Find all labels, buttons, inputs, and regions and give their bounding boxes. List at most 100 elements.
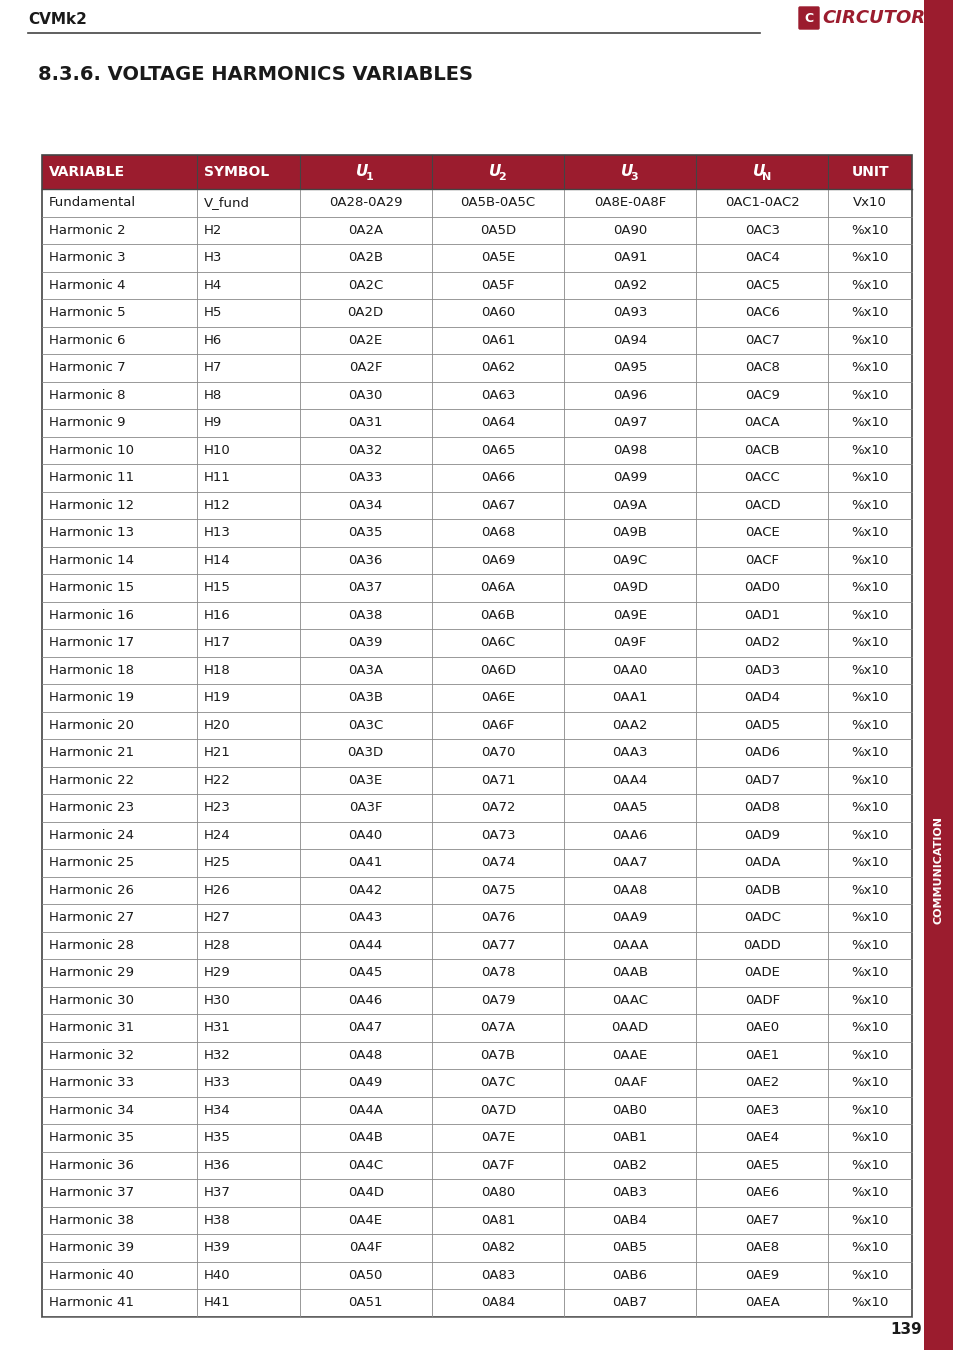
Text: 0AAE: 0AAE — [612, 1049, 647, 1061]
Text: 0A4E: 0A4E — [348, 1214, 382, 1227]
Text: 0A30: 0A30 — [348, 389, 382, 402]
Text: Harmonic 24: Harmonic 24 — [49, 829, 133, 842]
Text: %x10: %x10 — [851, 1158, 888, 1172]
Text: 0AD7: 0AD7 — [743, 774, 780, 787]
Text: Harmonic 5: Harmonic 5 — [49, 306, 126, 319]
Text: 0A8E-0A8F: 0A8E-0A8F — [594, 196, 665, 209]
Text: Harmonic 40: Harmonic 40 — [49, 1269, 133, 1281]
Text: 0A6C: 0A6C — [479, 636, 515, 649]
Text: %x10: %x10 — [851, 829, 888, 842]
Text: 0ACE: 0ACE — [744, 526, 779, 539]
Text: 0AC5: 0AC5 — [744, 278, 779, 292]
Text: 0A92: 0A92 — [612, 278, 647, 292]
Text: %x10: %x10 — [851, 1187, 888, 1199]
Bar — [42, 216, 911, 244]
Bar — [42, 1289, 911, 1316]
Text: H12: H12 — [204, 498, 231, 512]
Text: Harmonic 6: Harmonic 6 — [49, 333, 126, 347]
Text: 0A91: 0A91 — [612, 251, 647, 265]
Text: 0A64: 0A64 — [480, 416, 515, 429]
Bar — [42, 518, 911, 547]
Text: 0AA2: 0AA2 — [612, 718, 647, 732]
Text: 0AB1: 0AB1 — [612, 1131, 647, 1145]
Text: 0AC3: 0AC3 — [744, 224, 779, 236]
Text: %x10: %x10 — [851, 884, 888, 896]
Text: COMMUNICATION: COMMUNICATION — [933, 815, 943, 923]
Text: 0A9E: 0A9E — [613, 609, 646, 622]
Text: 0AB4: 0AB4 — [612, 1214, 647, 1227]
Text: 0A77: 0A77 — [480, 938, 515, 952]
Text: H28: H28 — [204, 938, 231, 952]
Text: 0A66: 0A66 — [480, 471, 515, 485]
Text: H30: H30 — [204, 994, 231, 1007]
Text: H26: H26 — [204, 884, 231, 896]
Bar — [42, 1207, 911, 1234]
Text: 0A40: 0A40 — [348, 829, 382, 842]
Text: 8.3.6. VOLTAGE HARMONICS VARIABLES: 8.3.6. VOLTAGE HARMONICS VARIABLES — [38, 66, 473, 85]
Text: 0A9A: 0A9A — [612, 498, 647, 512]
Text: 0A71: 0A71 — [480, 774, 515, 787]
Text: 0A49: 0A49 — [348, 1076, 382, 1089]
Text: Harmonic 21: Harmonic 21 — [49, 747, 134, 759]
Text: Harmonic 22: Harmonic 22 — [49, 774, 134, 787]
Text: 0ADC: 0ADC — [743, 911, 780, 925]
Bar — [42, 382, 911, 409]
Text: 0A7E: 0A7E — [480, 1131, 515, 1145]
Text: %x10: %x10 — [851, 251, 888, 265]
Text: 0AA3: 0AA3 — [612, 747, 647, 759]
Text: 0A5F: 0A5F — [480, 278, 514, 292]
Text: H3: H3 — [204, 251, 222, 265]
Text: H31: H31 — [204, 1021, 231, 1034]
Text: Harmonic 18: Harmonic 18 — [49, 664, 133, 676]
Text: 0A61: 0A61 — [480, 333, 515, 347]
Text: 0A5D: 0A5D — [479, 224, 516, 236]
Bar — [42, 155, 911, 189]
Text: %x10: %x10 — [851, 1049, 888, 1061]
Bar — [42, 794, 911, 822]
Text: 0ADA: 0ADA — [743, 856, 780, 869]
Text: H27: H27 — [204, 911, 231, 925]
Text: 0A60: 0A60 — [480, 306, 515, 319]
Text: H39: H39 — [204, 1241, 231, 1254]
Text: %x10: %x10 — [851, 306, 888, 319]
Text: 0A78: 0A78 — [480, 967, 515, 979]
Text: %x10: %x10 — [851, 498, 888, 512]
Text: 0AAD: 0AAD — [611, 1021, 648, 1034]
Text: Harmonic 31: Harmonic 31 — [49, 1021, 134, 1034]
Text: 0A9C: 0A9C — [612, 554, 647, 567]
Text: Harmonic 38: Harmonic 38 — [49, 1214, 133, 1227]
Text: %x10: %x10 — [851, 1021, 888, 1034]
Text: 0AAC: 0AAC — [612, 994, 647, 1007]
Text: Harmonic 10: Harmonic 10 — [49, 444, 133, 456]
Text: 0A80: 0A80 — [480, 1187, 515, 1199]
Text: 0A7F: 0A7F — [480, 1158, 514, 1172]
Text: 0AAA: 0AAA — [611, 938, 648, 952]
Bar — [42, 244, 911, 271]
Text: 0A70: 0A70 — [480, 747, 515, 759]
Text: 0A76: 0A76 — [480, 911, 515, 925]
Text: 0AB3: 0AB3 — [612, 1187, 647, 1199]
Text: %x10: %x10 — [851, 967, 888, 979]
Text: 0A37: 0A37 — [348, 582, 382, 594]
Text: H34: H34 — [204, 1104, 231, 1116]
Text: 0A32: 0A32 — [348, 444, 382, 456]
Text: N: N — [760, 171, 770, 182]
Bar — [42, 1261, 911, 1289]
Text: U: U — [356, 165, 369, 180]
Text: H4: H4 — [204, 278, 222, 292]
Text: 0A90: 0A90 — [613, 224, 646, 236]
Text: 0A4F: 0A4F — [349, 1241, 382, 1254]
Text: 0A7D: 0A7D — [479, 1104, 516, 1116]
Bar — [42, 1152, 911, 1179]
Text: 0AD9: 0AD9 — [743, 829, 780, 842]
Text: Harmonic 37: Harmonic 37 — [49, 1187, 134, 1199]
Text: 0A45: 0A45 — [348, 967, 382, 979]
Text: 139: 139 — [889, 1323, 921, 1338]
Text: 0AA9: 0AA9 — [612, 911, 647, 925]
Text: UNIT: UNIT — [850, 165, 888, 180]
Bar — [42, 711, 911, 738]
Bar — [42, 436, 911, 464]
Bar — [42, 354, 911, 382]
Text: 0ACB: 0ACB — [743, 444, 780, 456]
Text: Harmonic 32: Harmonic 32 — [49, 1049, 134, 1061]
